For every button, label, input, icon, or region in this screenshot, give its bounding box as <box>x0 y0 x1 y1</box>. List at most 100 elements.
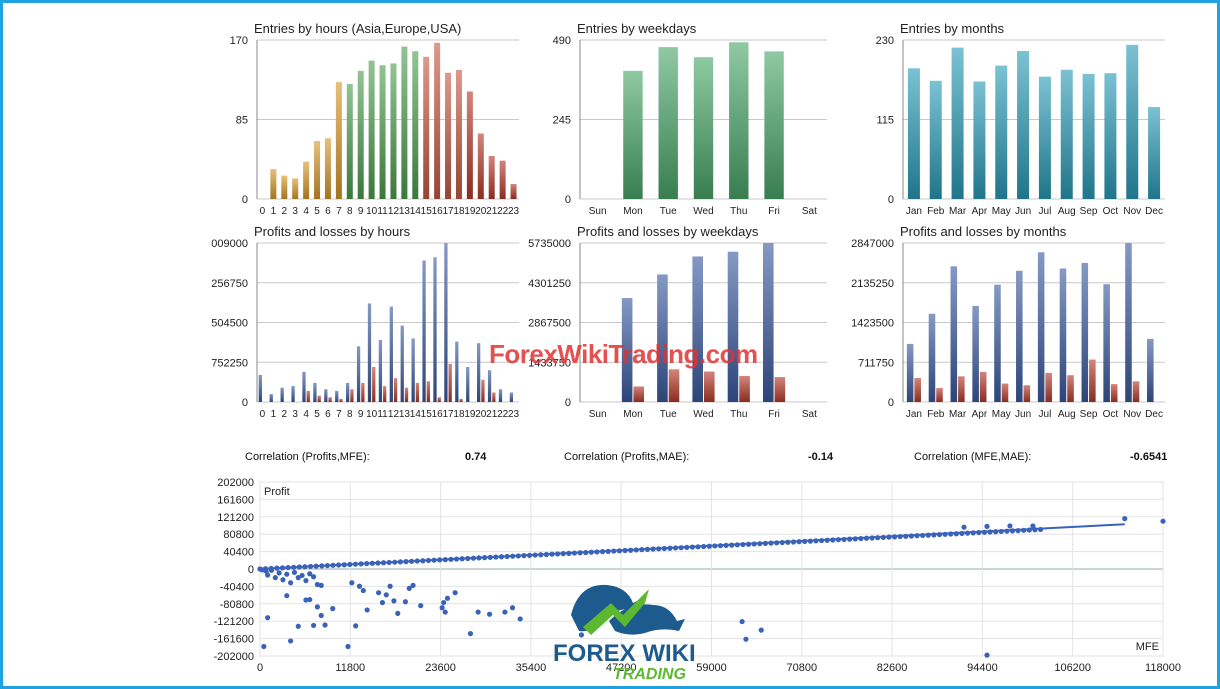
x-tick-label: 94400 <box>967 662 998 674</box>
x-tick-label: Tue <box>660 409 677 420</box>
y-tick-label: 0 <box>565 194 571 206</box>
scatter-point <box>276 570 282 576</box>
y-tick-label: 1433750 <box>528 357 571 369</box>
scatter-point <box>349 580 355 586</box>
bar <box>444 243 448 402</box>
x-tick-label: Jul <box>1039 409 1052 420</box>
bar <box>356 346 361 402</box>
correlation-profits-mae: Correlation (Profits,MAE): -0.14 <box>564 451 844 463</box>
y-tick-label: 490 <box>553 35 571 47</box>
scatter-point <box>1122 516 1128 522</box>
scatter-point <box>345 643 351 650</box>
chart-title: Profits and losses by weekdays <box>577 224 759 239</box>
scatter-point <box>307 596 313 603</box>
bar <box>324 389 328 402</box>
bar <box>400 325 404 402</box>
x-tick-label: Jan <box>906 409 922 420</box>
y-tick-label: 256750 <box>211 278 248 290</box>
bar <box>1038 76 1051 199</box>
x-tick-label: 22 <box>497 206 509 217</box>
x-tick-label: Jul <box>1039 206 1052 217</box>
scatter-point <box>265 572 271 578</box>
bar <box>973 81 986 199</box>
x-tick-label: Wed <box>693 409 713 420</box>
bar <box>1059 268 1067 402</box>
scatter-point <box>475 609 481 615</box>
bar <box>1089 359 1096 402</box>
x-tick-label: Mar <box>949 206 967 217</box>
y-tick-label: 5735000 <box>528 238 571 250</box>
y-tick-label: 2847000 <box>851 238 894 250</box>
x-tick-label: 5 <box>314 206 320 217</box>
bar <box>914 377 921 402</box>
charts-canvas: Entries by hours (Asia,Europe,USA)085170… <box>211 21 1181 674</box>
y-tick-label: 0 <box>888 397 894 409</box>
x-tick-label: 10 <box>366 206 378 217</box>
x-tick-label: 0 <box>260 206 266 217</box>
x-tick-label: 4 <box>303 409 309 420</box>
bar <box>477 343 481 402</box>
x-tick-label: 7 <box>336 409 342 420</box>
bar <box>1110 384 1118 402</box>
bar <box>1060 69 1073 199</box>
bar <box>727 251 739 402</box>
y-tick-label: -40400 <box>220 581 254 593</box>
scatter-point <box>280 577 286 583</box>
bar <box>292 178 299 199</box>
bar <box>623 70 643 199</box>
bar <box>281 175 288 199</box>
scatter-point <box>272 575 278 581</box>
bar <box>466 367 470 402</box>
scatter-point <box>353 623 359 629</box>
x-tick-label: 2 <box>282 206 288 217</box>
y-tick-label: 170 <box>230 35 248 47</box>
bar <box>368 60 375 199</box>
x-tick-label: Sun <box>589 409 607 420</box>
x-tick-label: 12 <box>388 206 400 217</box>
x-tick-label: Thu <box>730 206 747 217</box>
y-tick-label: -202000 <box>214 651 254 663</box>
bar <box>668 369 680 402</box>
scatter-point <box>322 622 328 628</box>
x-tick-label: 1 <box>271 206 277 217</box>
bar <box>422 260 426 402</box>
x-tick-label: Sat <box>802 409 817 420</box>
scatter-point <box>303 578 309 584</box>
x-tick-label: 9 <box>358 206 364 217</box>
x-tick-label: Nov <box>1123 409 1141 420</box>
scatter-point <box>444 595 451 601</box>
x-tick-label: Aug <box>1058 409 1076 420</box>
x-tick-label: Fri <box>768 206 780 217</box>
bar <box>1017 51 1030 200</box>
correlation-value: -0.14 <box>808 451 834 463</box>
bar <box>488 155 495 199</box>
y-tick-label: 0 <box>242 194 248 206</box>
bar <box>423 56 430 199</box>
x-tick-label: 23 <box>508 206 520 217</box>
x-tick-label: 3 <box>292 206 298 217</box>
x-tick-label: Tue <box>660 206 677 217</box>
bar <box>510 184 517 199</box>
bar <box>509 392 514 402</box>
y-tick-label: 2867500 <box>528 318 571 330</box>
bar <box>378 339 383 402</box>
trend-line <box>259 523 1125 570</box>
scatter-point <box>578 632 585 638</box>
bar <box>936 388 943 402</box>
x-tick-label: 10 <box>366 409 378 420</box>
bar <box>907 68 920 199</box>
scatter-point <box>452 590 458 596</box>
bar <box>951 47 964 200</box>
scatter-point <box>984 523 990 529</box>
x-axis-label: MFE <box>1136 641 1159 653</box>
bar <box>692 256 703 402</box>
bar <box>1126 44 1139 200</box>
bar <box>633 386 645 402</box>
bar <box>404 387 409 402</box>
x-tick-label: Oct <box>1103 409 1119 420</box>
scatter-point <box>299 572 305 579</box>
scatter-point <box>502 609 508 615</box>
x-tick-label: 14 <box>410 409 422 420</box>
x-tick-label: 21 <box>486 206 498 217</box>
